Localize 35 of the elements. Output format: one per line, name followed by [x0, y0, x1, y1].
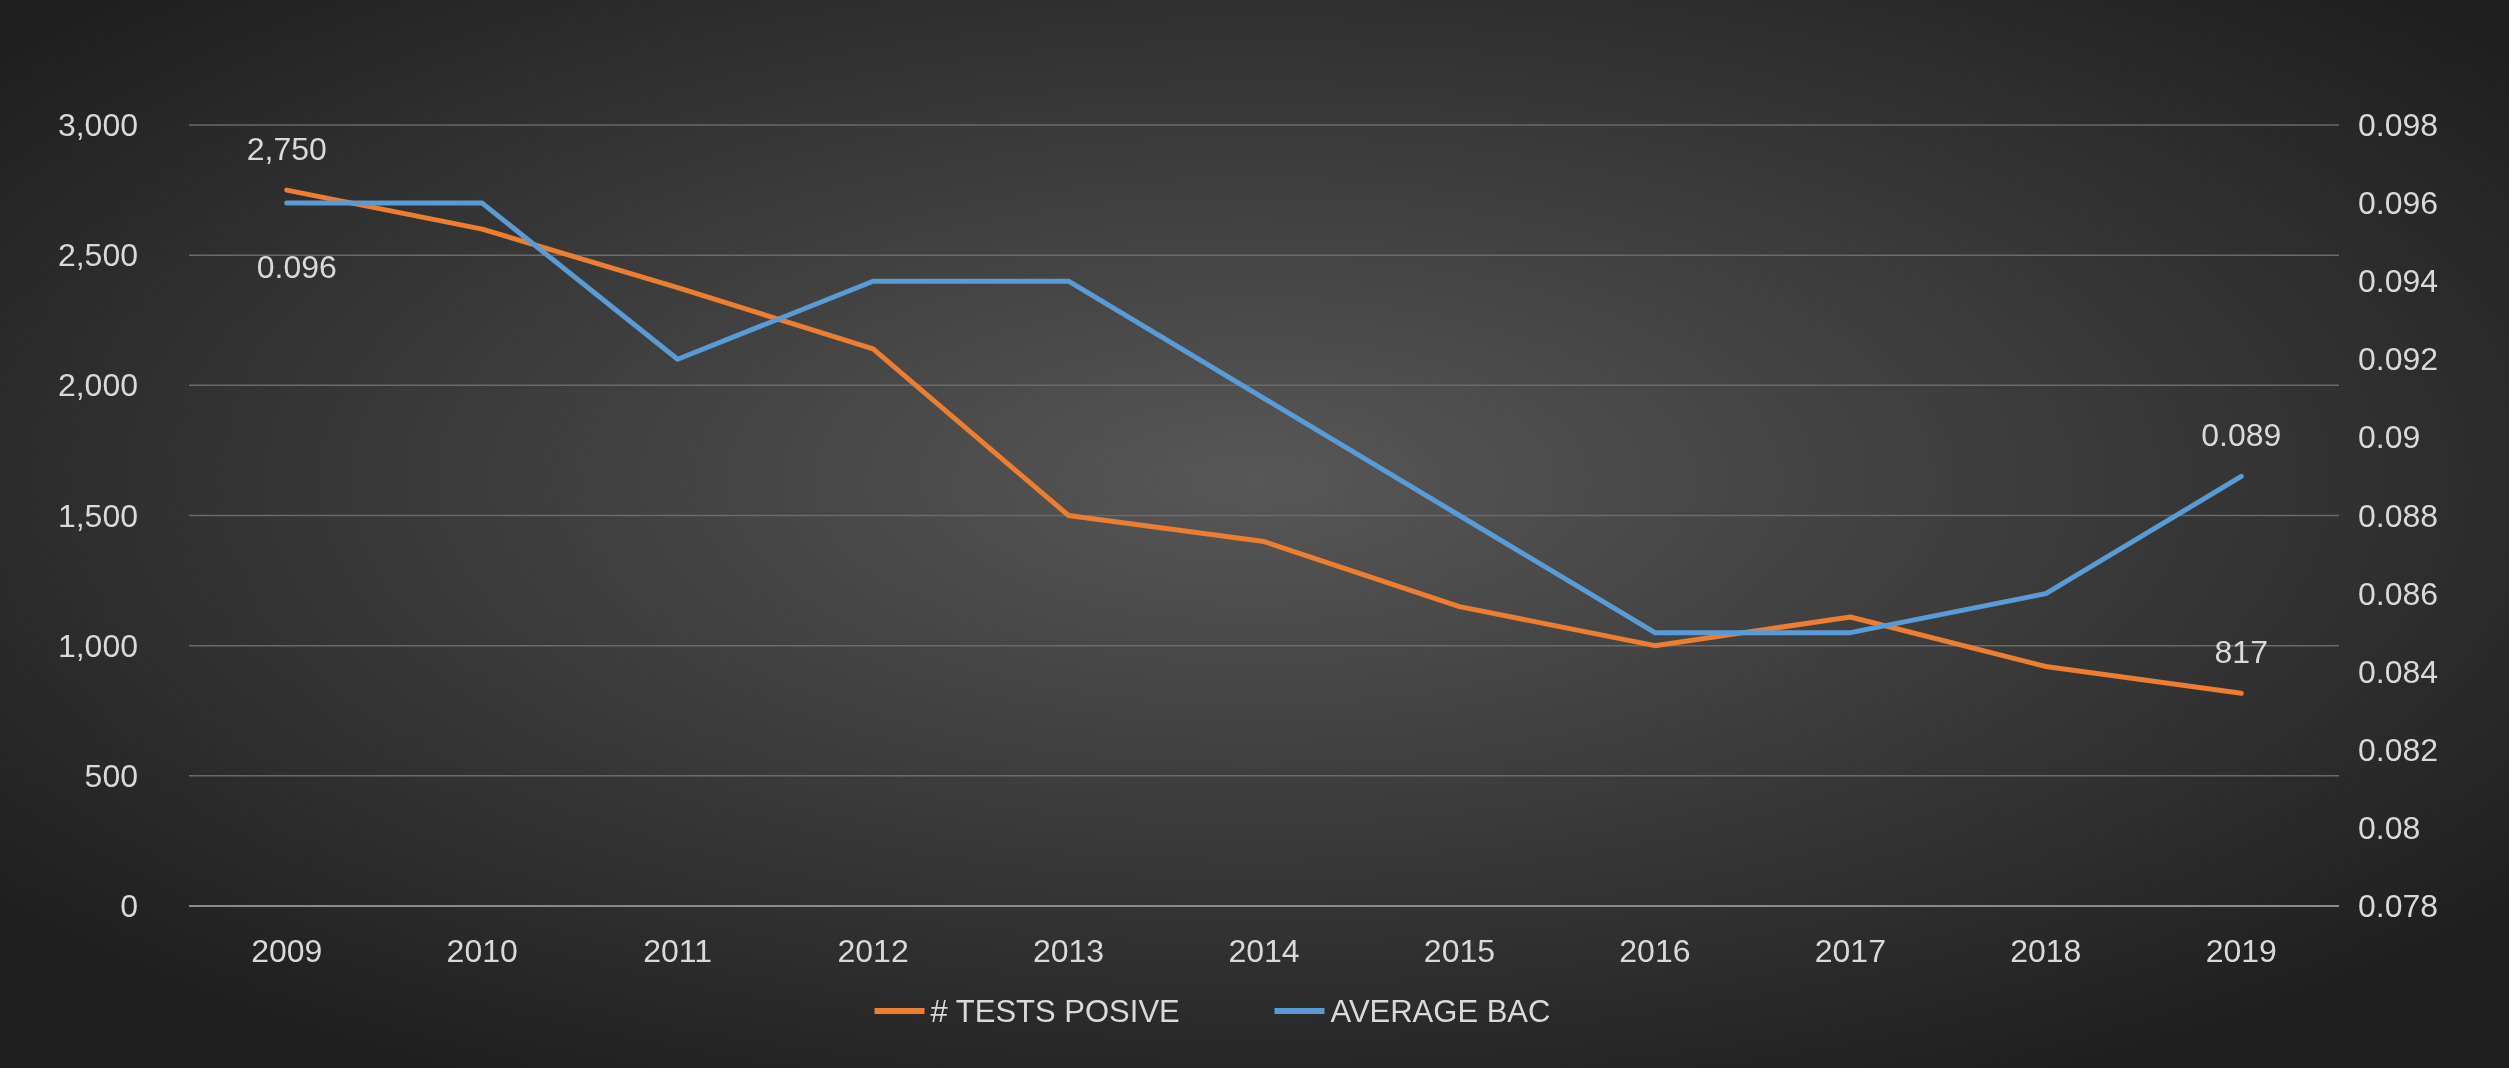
x-tick-label: 2019	[2205, 933, 2277, 969]
y2-tick-label: 0.086	[2358, 575, 2439, 612]
x-tick-label: 2011	[643, 933, 713, 969]
data-label: 2,750	[246, 131, 327, 168]
data-label: 0.089	[2201, 417, 2282, 454]
x-tick-label: 2014	[1228, 933, 1300, 969]
x-tick-label: 2013	[1032, 933, 1105, 969]
y-tick-label: 1,500	[57, 497, 138, 534]
x-tick-label: 2009	[251, 933, 323, 969]
y2-tick-label: 0.084	[2358, 653, 2439, 690]
y-tick-label: 2,500	[57, 237, 138, 274]
y2-tick-label: 0.094	[2358, 263, 2439, 300]
y-tick-label: 500	[84, 757, 138, 794]
y-tick-label: 0	[120, 888, 138, 924]
x-tick-label: 2015	[1423, 933, 1496, 969]
x-tick-label: 2017	[1814, 933, 1886, 969]
y2-tick-label: 0.088	[2358, 497, 2439, 534]
x-tick-label: 2012	[837, 933, 909, 969]
y2-tick-label: 0.08	[2358, 809, 2421, 846]
y2-tick-label: 0.09	[2358, 419, 2421, 456]
x-tick-label: 2010	[446, 933, 518, 969]
legend-label: # TESTS POSIVE	[930, 994, 1180, 1029]
data-label: 817	[2214, 634, 2268, 671]
x-tick-label: 2018	[2010, 933, 2082, 969]
legend-label: AVERAGE BAC	[1330, 994, 1551, 1029]
y2-tick-label: 0.078	[2358, 888, 2439, 924]
y-tick-label: 2,000	[57, 367, 138, 404]
y2-tick-label: 0.082	[2358, 731, 2439, 768]
y2-tick-label: 0.092	[2358, 341, 2439, 378]
y-tick-label: 3,000	[57, 107, 138, 143]
y2-tick-label: 0.098	[2358, 107, 2439, 143]
x-tick-label: 2016	[1619, 933, 1691, 969]
data-label: 0.096	[256, 249, 337, 286]
y-tick-label: 1,000	[57, 627, 138, 664]
y2-tick-label: 0.096	[2358, 185, 2439, 222]
